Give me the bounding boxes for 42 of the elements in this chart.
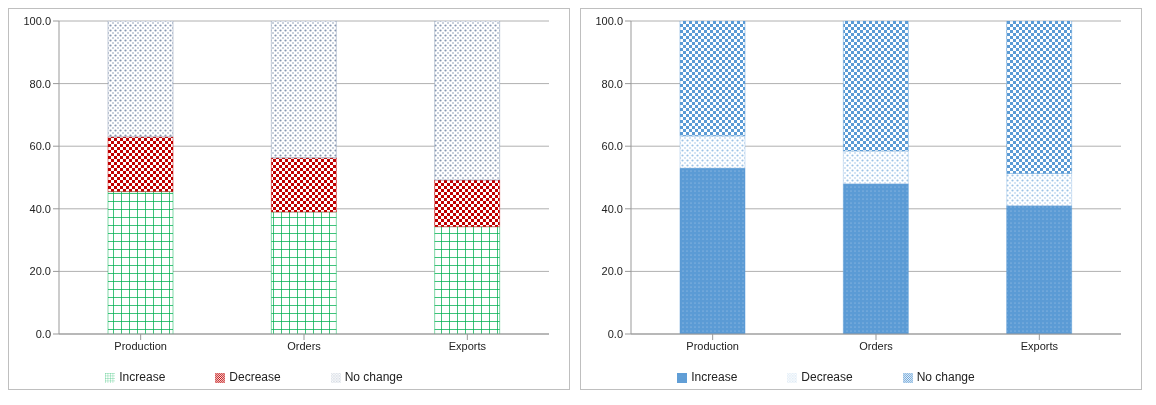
bar (843, 21, 909, 152)
legend-label: No change (344, 370, 403, 384)
y-tick-label: 20.0 (601, 265, 623, 278)
bar (679, 135, 746, 169)
y-tick-label: 60.0 (601, 140, 623, 153)
y-tick-label: 40.0 (601, 202, 623, 215)
bar (434, 226, 500, 334)
y-tick-label: 80.0 (601, 77, 623, 90)
y-tick-label: 80.0 (29, 77, 51, 90)
bar (271, 211, 337, 334)
x-tick-label: Exports (448, 339, 487, 352)
bar (679, 21, 746, 137)
bar (271, 21, 337, 159)
y-tick-label: 100.0 (23, 14, 51, 27)
x-tick-label: Production (686, 339, 739, 352)
legend-label: Decrease (229, 370, 281, 384)
y-tick-label: 0.0 (607, 327, 623, 340)
bar (843, 183, 909, 334)
x-tick-label: Orders (859, 339, 894, 352)
x-tick-label: Production (114, 339, 167, 352)
bar (1006, 205, 1072, 334)
y-tick-label: 60.0 (29, 140, 51, 153)
bar (107, 21, 174, 138)
legend-label: Increase (119, 370, 166, 384)
bar (843, 150, 909, 185)
bar (107, 191, 174, 334)
bar (434, 21, 500, 181)
bar (434, 179, 500, 227)
legend-label: Decrease (801, 370, 853, 384)
bar (107, 136, 174, 192)
y-tick-label: 20.0 (29, 265, 51, 278)
bar (271, 157, 337, 213)
y-tick-label: 100.0 (595, 14, 623, 27)
y-tick-label: 0.0 (35, 327, 51, 340)
legend-label: No change (916, 370, 975, 384)
bar (1006, 173, 1072, 206)
bar (679, 167, 746, 334)
x-tick-label: Orders (287, 339, 322, 352)
legend-label: Increase (691, 370, 738, 384)
x-tick-label: Exports (1020, 339, 1059, 352)
bar (1006, 21, 1072, 174)
y-tick-label: 40.0 (29, 202, 51, 215)
